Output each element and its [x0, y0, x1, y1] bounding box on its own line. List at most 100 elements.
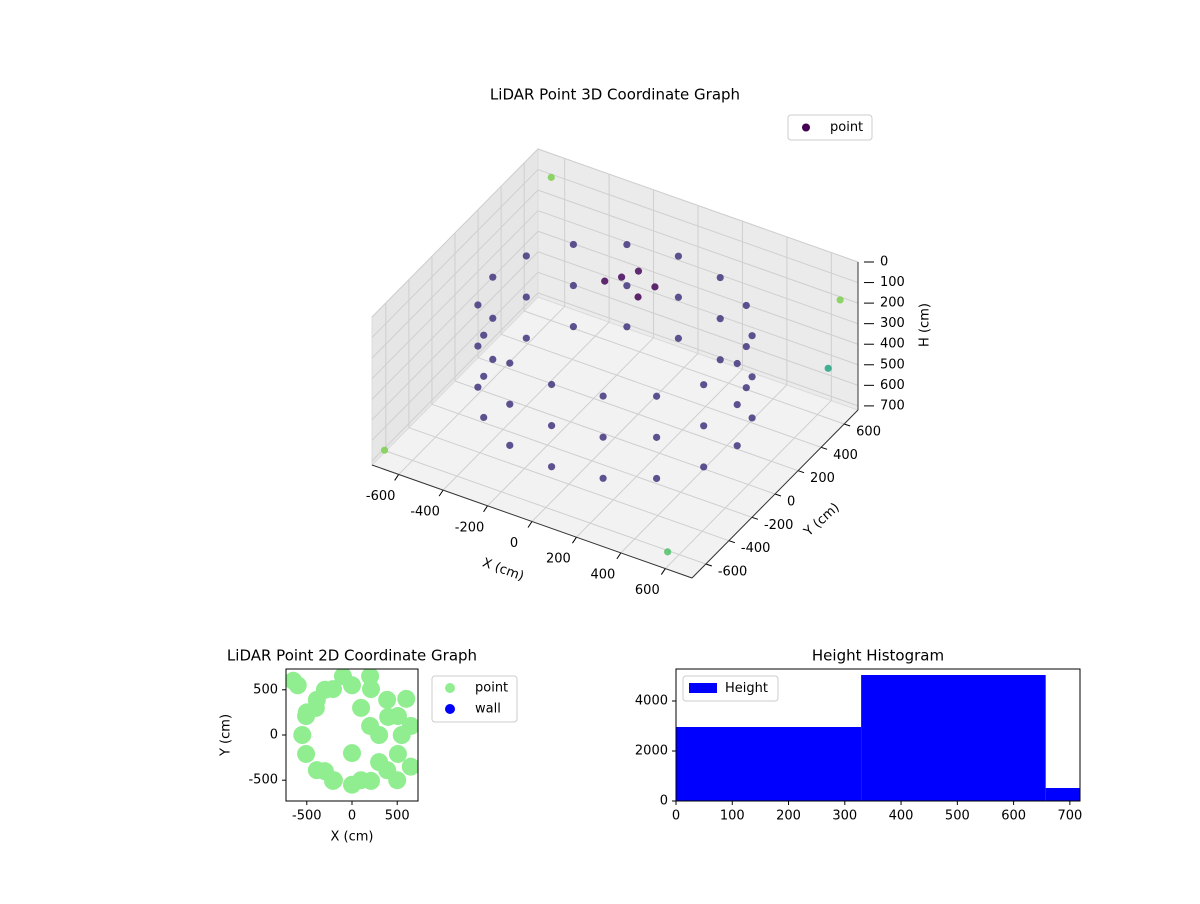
point	[489, 355, 497, 363]
point	[397, 689, 416, 708]
point	[716, 315, 724, 323]
grid-line	[537, 271, 859, 386]
point	[733, 401, 741, 409]
point	[474, 301, 482, 309]
y-tick-label: 600	[856, 425, 881, 440]
point	[343, 744, 361, 763]
point	[716, 356, 724, 364]
z-tick-label: 500	[880, 357, 905, 372]
point	[352, 698, 371, 717]
y-tick-label: 0	[787, 495, 795, 510]
x-tick-label: 400	[889, 809, 914, 824]
x-tick	[572, 536, 577, 544]
point	[480, 372, 488, 380]
point	[361, 680, 380, 699]
point	[506, 359, 514, 367]
point	[315, 680, 334, 699]
z-tick-label: 700	[880, 398, 905, 413]
point	[569, 323, 577, 331]
point	[489, 273, 497, 281]
y-tick-label: 0	[660, 794, 668, 809]
chart-title: Height Histogram	[812, 647, 944, 665]
point	[361, 669, 380, 686]
point	[664, 548, 672, 556]
point	[547, 463, 556, 471]
x-tick-label: 700	[1057, 809, 1082, 824]
point	[617, 273, 626, 281]
y-tick-label: 2000	[635, 744, 668, 759]
bar	[1045, 788, 1080, 801]
chart-title: LiDAR Point 2D Coordinate Graph	[227, 647, 477, 665]
x-tick-label: 500	[385, 809, 410, 824]
point	[506, 441, 514, 449]
y-tick	[774, 493, 782, 497]
x-tick	[527, 521, 533, 528]
grid-line	[371, 148, 539, 318]
point	[653, 474, 661, 483]
legend-marker	[802, 123, 810, 132]
point	[700, 422, 708, 430]
point	[653, 433, 661, 441]
point	[380, 446, 389, 454]
point	[700, 463, 708, 471]
legend-box	[787, 114, 873, 141]
point	[716, 273, 724, 282]
x-tick	[616, 552, 622, 560]
grid-line	[371, 230, 539, 400]
point	[748, 414, 756, 422]
x-axis-label: X (cm)	[331, 830, 374, 845]
point	[674, 252, 683, 260]
legend-marker	[445, 683, 455, 693]
legend-box	[682, 675, 779, 702]
point	[315, 762, 334, 781]
x-tick-label: 300	[832, 809, 857, 824]
grid-line	[537, 210, 859, 325]
point	[522, 293, 530, 301]
point	[297, 744, 316, 763]
point	[742, 384, 750, 392]
legend-label: Height	[725, 681, 768, 696]
point	[547, 380, 556, 389]
point	[522, 252, 530, 260]
point	[333, 669, 352, 686]
point	[401, 757, 418, 776]
x-tick-label: 0	[348, 809, 356, 824]
legend-label: wall	[475, 702, 501, 717]
grid-line	[371, 292, 539, 462]
legend-label: point	[830, 120, 863, 135]
point	[623, 240, 631, 249]
x-tick-label: 500	[945, 809, 970, 824]
grid-line	[431, 403, 753, 518]
point	[378, 690, 397, 709]
point	[700, 381, 708, 389]
x-tick-label: 400	[590, 567, 615, 582]
grid-line	[537, 251, 859, 366]
x-tick-label: -200	[455, 520, 485, 535]
grid-line	[454, 380, 776, 495]
grid-line	[537, 230, 859, 345]
plot-frame	[675, 668, 1081, 802]
chart-title: LiDAR Point 3D Coordinate Graph	[490, 86, 740, 104]
point	[748, 332, 756, 340]
z-tick-label: 200	[880, 296, 905, 311]
bar	[861, 675, 1046, 801]
y-tick-label: 200	[810, 471, 835, 486]
z-axis-label: H (cm)	[918, 303, 933, 347]
grid-line	[371, 251, 539, 421]
point	[653, 392, 661, 400]
point	[674, 293, 683, 301]
y-tick-label: -600	[718, 565, 748, 580]
point	[601, 277, 609, 285]
x-tick-label: 0	[672, 809, 680, 824]
y-tick-label: -500	[248, 773, 278, 788]
point	[733, 359, 741, 368]
legend-marker	[445, 704, 455, 714]
grid-line	[408, 427, 730, 542]
y-tick	[844, 423, 851, 427]
y-tick	[797, 470, 805, 474]
point	[306, 698, 325, 717]
point	[599, 392, 607, 400]
point	[293, 726, 312, 744]
point	[547, 173, 555, 181]
point	[480, 331, 488, 339]
